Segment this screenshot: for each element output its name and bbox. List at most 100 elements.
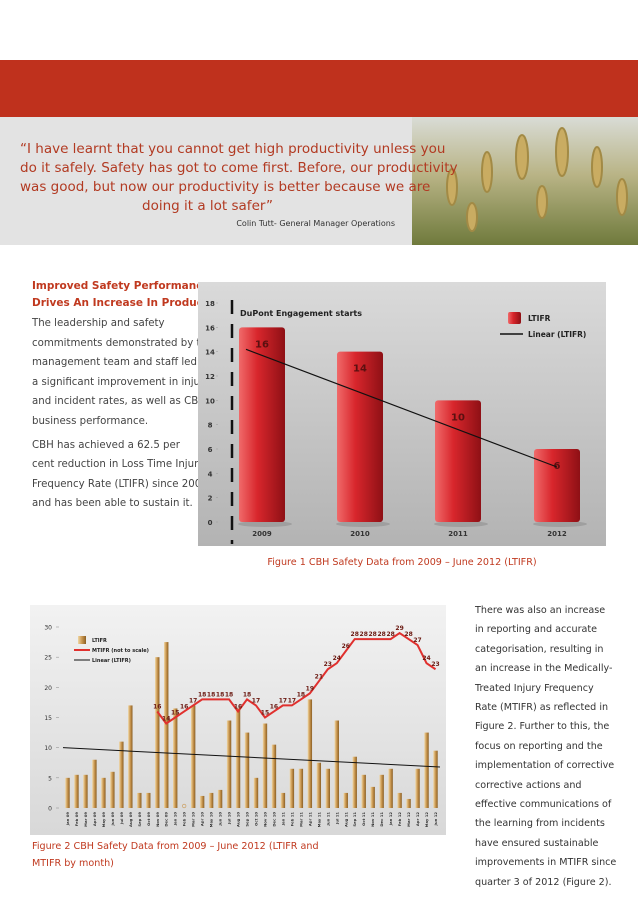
bar-value-label: 10 <box>451 412 465 423</box>
data-label: 16 <box>180 703 188 710</box>
bar <box>226 720 232 808</box>
y-tick-label: 0 <box>208 519 213 527</box>
bar <box>155 657 160 808</box>
zero-marker <box>182 803 187 809</box>
x-tick-label: 2010 <box>350 530 370 538</box>
data-label: 26 <box>342 643 350 650</box>
y-tick-label: 5 <box>48 775 52 782</box>
chart-2: 0 5 10 15 20 25 30 Jan 09 Feb 09 Mar 09 Apr 09 May … <box>30 605 446 835</box>
x-tick-label: Oct 09 <box>146 812 151 826</box>
quote-box <box>0 117 412 245</box>
data-label: 16 <box>234 703 242 710</box>
chart-1: 0 2 4 6 8 10 12 14 16 18 DuPont Engagement starts 1… <box>198 282 606 546</box>
body-line: improvements in MTIFR since <box>475 857 617 869</box>
data-label: 18 <box>198 691 206 698</box>
caption-line: MTIFR by month) <box>32 858 114 869</box>
body-line: and has been able to sustain it. <box>32 498 193 510</box>
figure-caption: Figure 1 CBH Safety Data from 2009 – Jun… <box>267 557 537 568</box>
x-tick-label: Jan 12 <box>388 812 393 827</box>
bar <box>65 777 70 808</box>
body-line: There was also an increase <box>475 605 606 616</box>
bar-shadow <box>434 521 488 527</box>
bar <box>415 768 420 808</box>
data-label: 29 <box>395 625 403 632</box>
x-tick-label: Apr 09 <box>92 812 97 826</box>
wheat-image <box>412 117 638 245</box>
bar <box>110 771 115 808</box>
bar <box>208 792 214 808</box>
body-line: corrective actions and <box>475 779 582 791</box>
x-tick-label: Jun 11 <box>325 812 330 827</box>
y-tick-label: 16 <box>205 324 215 332</box>
data-label: 28 <box>351 631 359 638</box>
data-label: 18 <box>243 691 251 698</box>
data-label: 16 <box>270 703 278 710</box>
bar <box>253 777 259 808</box>
body-line: commitments demonstrated by the <box>32 337 214 349</box>
x-tick-label: Feb 09 <box>74 812 79 827</box>
bar <box>83 774 88 808</box>
bar <box>379 774 384 808</box>
bar-value-label: 16 <box>255 339 269 350</box>
data-label: 27 <box>413 637 421 644</box>
data-label: 18 <box>297 691 305 698</box>
x-tick-label: Feb 10 <box>182 812 187 827</box>
data-label: 24 <box>333 655 341 662</box>
data-label: 17 <box>279 697 287 704</box>
bar <box>361 774 366 808</box>
y-tick-label: 18 <box>205 300 215 308</box>
x-tick-label: Aug 11 <box>343 812 348 827</box>
bar <box>173 708 178 808</box>
x-tick-label: Dec 10 <box>271 812 276 827</box>
data-label: 14 <box>162 716 170 723</box>
quote-line: doing it a lot safer” <box>142 198 273 214</box>
x-tick-label: Nov 11 <box>370 812 375 827</box>
bar <box>325 768 330 808</box>
bar-shadow <box>533 521 587 527</box>
x-tick-label: Apr 11 <box>307 812 312 826</box>
bar <box>334 720 339 808</box>
x-tick-label: Oct 11 <box>361 812 366 826</box>
x-tick-label: Jun 09 <box>110 812 115 827</box>
x-tick-label: Nov 09 <box>155 812 160 827</box>
body-line: categorisation, resulting in <box>475 643 604 655</box>
x-tick-label: Jan 09 <box>65 812 70 827</box>
y-tick-label: 10 <box>205 397 215 405</box>
y-tick-label: 30 <box>44 625 52 632</box>
body-line: quarter 3 of 2012 (Figure 2). <box>475 876 612 888</box>
bar <box>146 792 151 808</box>
bar <box>534 449 580 522</box>
bar <box>397 792 402 808</box>
annotation: DuPont Engagement starts <box>240 309 362 318</box>
x-tick-label: Nov 10 <box>262 812 267 827</box>
bar <box>388 768 393 808</box>
bar <box>352 756 357 808</box>
data-label: 17 <box>288 697 296 704</box>
bar <box>244 732 250 808</box>
bar <box>433 750 438 808</box>
y-tick-label: 20 <box>44 685 52 692</box>
bar <box>435 400 481 522</box>
data-label: 28 <box>386 631 394 638</box>
x-tick-label: Apr 10 <box>200 812 205 826</box>
body-line: implementation of corrective <box>475 760 615 772</box>
body-line: and incident rates, as well as CBH <box>32 396 206 408</box>
body-line: management team and staff led to <box>32 357 211 369</box>
y-tick-label: 15 <box>44 715 52 722</box>
bar <box>343 792 348 808</box>
data-label: 28 <box>360 631 368 638</box>
legend-swatch <box>78 636 86 644</box>
quote-line: “I have learnt that you cannot get high … <box>20 141 446 157</box>
bar <box>307 699 313 808</box>
data-label: 15 <box>171 710 179 717</box>
bar-shadow <box>336 521 390 527</box>
bar <box>289 768 295 808</box>
figure-caption: Figure 2 CBH Safety Data from 2009 – Jun… <box>32 838 319 872</box>
bar <box>280 792 286 808</box>
data-label: 15 <box>261 710 269 717</box>
trend-line <box>62 747 441 768</box>
x-tick-label: 2012 <box>547 530 567 538</box>
x-tick-label: Mar 12 <box>406 812 411 827</box>
right-body: There was also an increase in reporting a… <box>475 601 616 892</box>
bar <box>190 705 196 808</box>
